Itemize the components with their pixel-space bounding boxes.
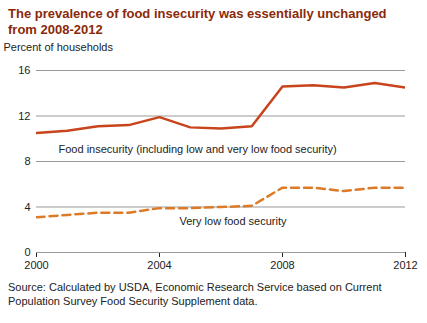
svg-text:2000: 2000	[24, 259, 48, 271]
svg-text:8: 8	[24, 155, 30, 167]
svg-text:2008: 2008	[270, 259, 294, 271]
svg-text:4: 4	[24, 201, 30, 213]
svg-text:12: 12	[18, 110, 30, 122]
svg-text:2012: 2012	[393, 259, 417, 271]
html-text:The prevalence of food insecur: The prevalence of food insecurity was es…	[8, 6, 387, 37]
svg-text:Very low food security: Very low food security	[180, 215, 287, 227]
svg-text:16: 16	[18, 64, 30, 76]
svg-text:2004: 2004	[147, 259, 171, 271]
svg-text:Percent of households: Percent of households	[4, 41, 114, 53]
svg-text:Food insecurity (including low: Food insecurity (including low and very …	[59, 143, 337, 155]
svg-text:0: 0	[24, 246, 30, 258]
html-text:Source: Calculated by USDA, Ec: Source: Calculated by USDA, Economic Res…	[8, 281, 382, 307]
